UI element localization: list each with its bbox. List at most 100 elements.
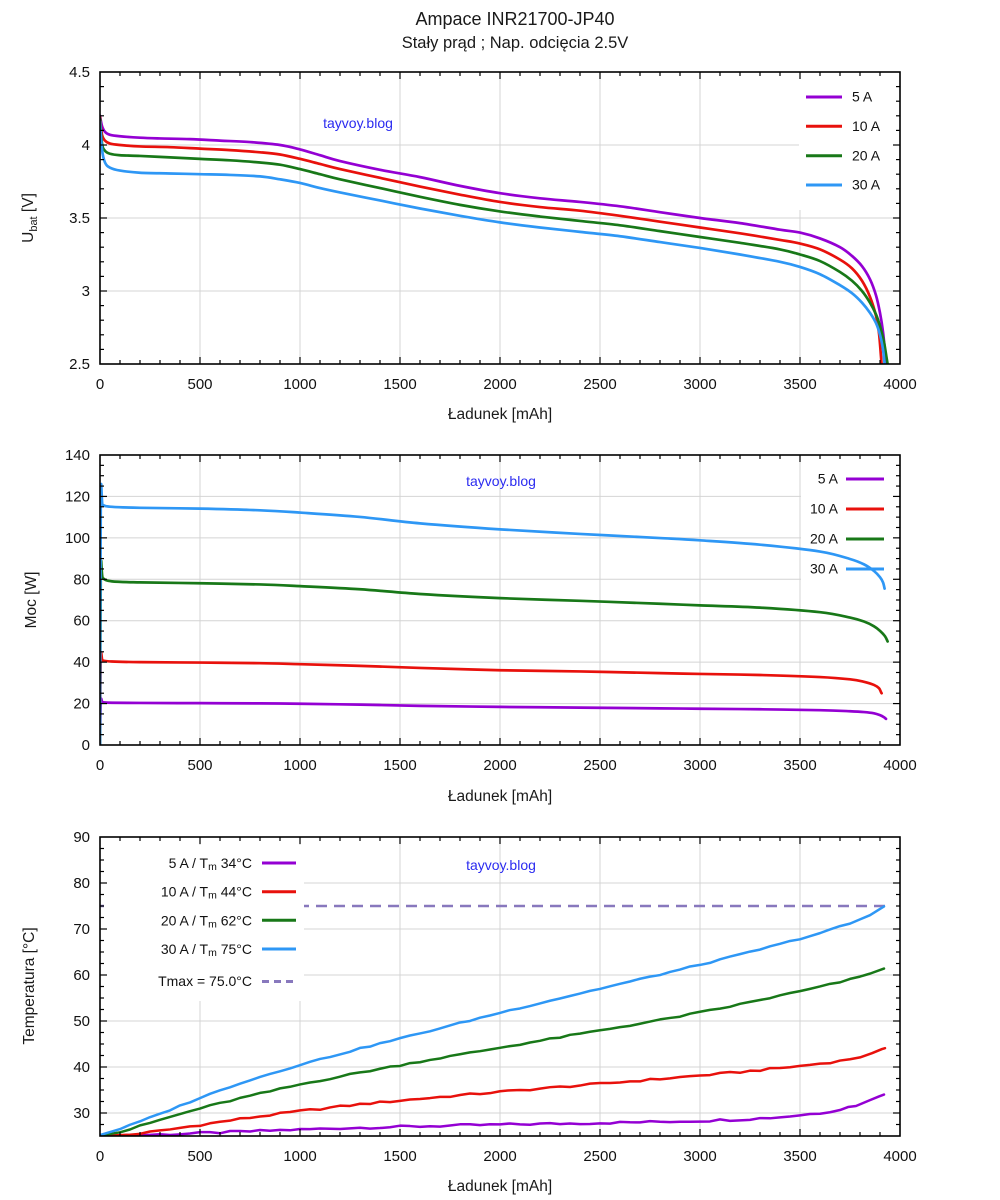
x-tick-label: 1500 — [383, 1148, 416, 1165]
x-tick-label: 0 — [96, 376, 104, 393]
y-tick-label: 70 — [73, 921, 90, 938]
series-line-20-a — [100, 559, 889, 745]
page-subtitle: Stały prąd ; Nap. odcięcia 2.5V — [401, 34, 629, 52]
y-tick-label: 40 — [73, 1059, 90, 1076]
x-tick-label: 1000 — [283, 1148, 316, 1165]
voltage-x-axis-label: Ładunek [mAh] — [447, 406, 553, 423]
temperature-x-axis-label: Ładunek [mAh] — [447, 1178, 553, 1195]
legend-label: 30 A / Tm 75°C — [161, 941, 252, 959]
subscript: bat — [28, 216, 41, 232]
x-tick-label: 2500 — [583, 757, 616, 774]
series-line-5-a-/-tm-34°c — [100, 1093, 886, 1136]
legend-label: 30 A — [810, 561, 839, 577]
y-tick-label: 2.5 — [69, 356, 90, 373]
x-tick-label: 500 — [187, 757, 212, 774]
temperature-vs-charge-ticks — [100, 837, 900, 1136]
x-tick-label: 3500 — [783, 757, 816, 774]
x-tick-label: 3000 — [683, 1148, 716, 1165]
temperature-vs-charge-legend-box — [104, 845, 304, 1001]
power-vs-charge-curves — [100, 482, 889, 745]
x-tick-label: 4000 — [883, 1148, 916, 1165]
voltage-vs-charge-legend-box — [799, 77, 899, 210]
page-title: Ampace INR21700-JP40 — [415, 9, 615, 29]
watermark-temperature-chart: tayvoy.blog — [466, 857, 536, 873]
x-tick-label: 3000 — [683, 376, 716, 393]
power-vs-charge-legend-box — [801, 464, 898, 586]
power-y-axis-label: Moc [W] — [23, 571, 40, 629]
voltage-y-axis-label: Ubat [V] — [19, 193, 41, 243]
x-tick-label: 4000 — [883, 376, 916, 393]
x-tick-label: 2000 — [483, 376, 516, 393]
voltage-vs-charge-grid — [100, 72, 900, 364]
legend-label: 20 A — [852, 147, 881, 163]
y-tick-label: 4 — [82, 137, 90, 154]
series-line-20-a — [100, 117, 889, 364]
voltage-vs-charge-tick-labels: 0 500 1000 1500 2000 2500 3000 3500 4000 2.5 3 3.5 4… — [69, 64, 917, 393]
legend-label: 10 A — [852, 118, 881, 134]
legend-label: 10 A / Tm 44°C — [161, 883, 252, 901]
y-tick-label: 4.5 — [69, 64, 90, 81]
legend-label: 5 A — [852, 89, 873, 105]
power-vs-charge-ticks — [100, 455, 900, 745]
x-tick-label: 500 — [187, 1148, 212, 1165]
y-tick-label: 90 — [73, 829, 90, 846]
series-line-20-a-/-tm-62°c — [100, 967, 886, 1136]
y-tick-label: 100 — [65, 530, 90, 547]
temperature-vs-charge-chart: 5 A / Tm 34°C 10 A / Tm 44°C 20 A / Tm 62°… — [73, 829, 916, 1165]
x-tick-label: 0 — [96, 757, 104, 774]
watermark-voltage-chart: tayvoy.blog — [323, 115, 393, 131]
x-tick-label: 1500 — [383, 757, 416, 774]
temperature-vs-charge-tick-labels: 0 500 1000 1500 2000 2500 3000 3500 4000 30 40 50 60… — [73, 829, 916, 1165]
x-tick-label: 2500 — [583, 1148, 616, 1165]
y-tick-label: 0 — [82, 737, 90, 754]
x-tick-label: 2000 — [483, 757, 516, 774]
x-tick-label: 2000 — [483, 1148, 516, 1165]
y-tick-label: 120 — [65, 488, 90, 505]
series-line-10-a — [100, 115, 883, 364]
x-tick-label: 0 — [96, 1148, 104, 1165]
series-line-5-a — [100, 697, 888, 745]
legend-label: 30 A — [852, 177, 881, 193]
legend-label: 20 A — [810, 531, 839, 547]
temperature-vs-charge-curves — [100, 905, 887, 1136]
y-tick-label: 40 — [73, 654, 90, 671]
series-line-5-a — [100, 114, 888, 364]
series-line-30-a-/-tm-75°c — [100, 905, 886, 1136]
x-tick-label: 3500 — [783, 1148, 816, 1165]
y-tick-label: 50 — [73, 1013, 90, 1030]
power-x-axis-label: Ładunek [mAh] — [447, 788, 553, 805]
y-tick-label: 3.5 — [69, 210, 90, 227]
x-tick-label: 4000 — [883, 757, 916, 774]
y-tick-label: 80 — [73, 571, 90, 588]
x-tick-label: 3500 — [783, 376, 816, 393]
legend-label: 20 A / Tm 62°C — [161, 912, 252, 930]
y-tick-label: 140 — [65, 447, 90, 464]
legend-label: 10 A — [810, 501, 839, 517]
power-vs-charge-grid — [100, 455, 900, 745]
power-vs-charge-tick-labels: 0 500 1000 1500 2000 2500 3000 3500 4000 0 20 40 60 8… — [65, 447, 917, 774]
y-tick-label: 3 — [82, 283, 90, 300]
watermark-power-chart: tayvoy.blog — [466, 473, 536, 489]
series-line-10-a — [100, 651, 883, 745]
voltage-vs-charge-ticks — [100, 72, 900, 364]
power-vs-charge-chart: 5 A10 A20 A30 A0 500 1000 1500 2000 2500 3000 3… — [65, 447, 917, 774]
x-tick-label: 3000 — [683, 757, 716, 774]
x-tick-label: 1500 — [383, 376, 416, 393]
series-line-10-a-/-tm-44°c — [100, 1046, 887, 1136]
y-tick-label: 60 — [73, 967, 90, 984]
y-tick-label: 20 — [73, 696, 90, 713]
temperature-y-axis-label: Temperatura [°C] — [21, 927, 38, 1045]
x-tick-label: 500 — [187, 376, 212, 393]
legend-label: Tmax = 75.0°C — [158, 973, 252, 989]
x-tick-label: 1000 — [283, 757, 316, 774]
legend-label: 5 A / Tm 34°C — [169, 855, 252, 873]
y-tick-label: 80 — [73, 875, 90, 892]
y-tick-label: 60 — [73, 613, 90, 630]
series-line-30-a — [100, 120, 886, 364]
x-tick-label: 2500 — [583, 376, 616, 393]
y-tick-label: 30 — [73, 1105, 90, 1122]
series-line-30-a — [100, 482, 886, 745]
legend-label: 5 A — [818, 471, 839, 487]
